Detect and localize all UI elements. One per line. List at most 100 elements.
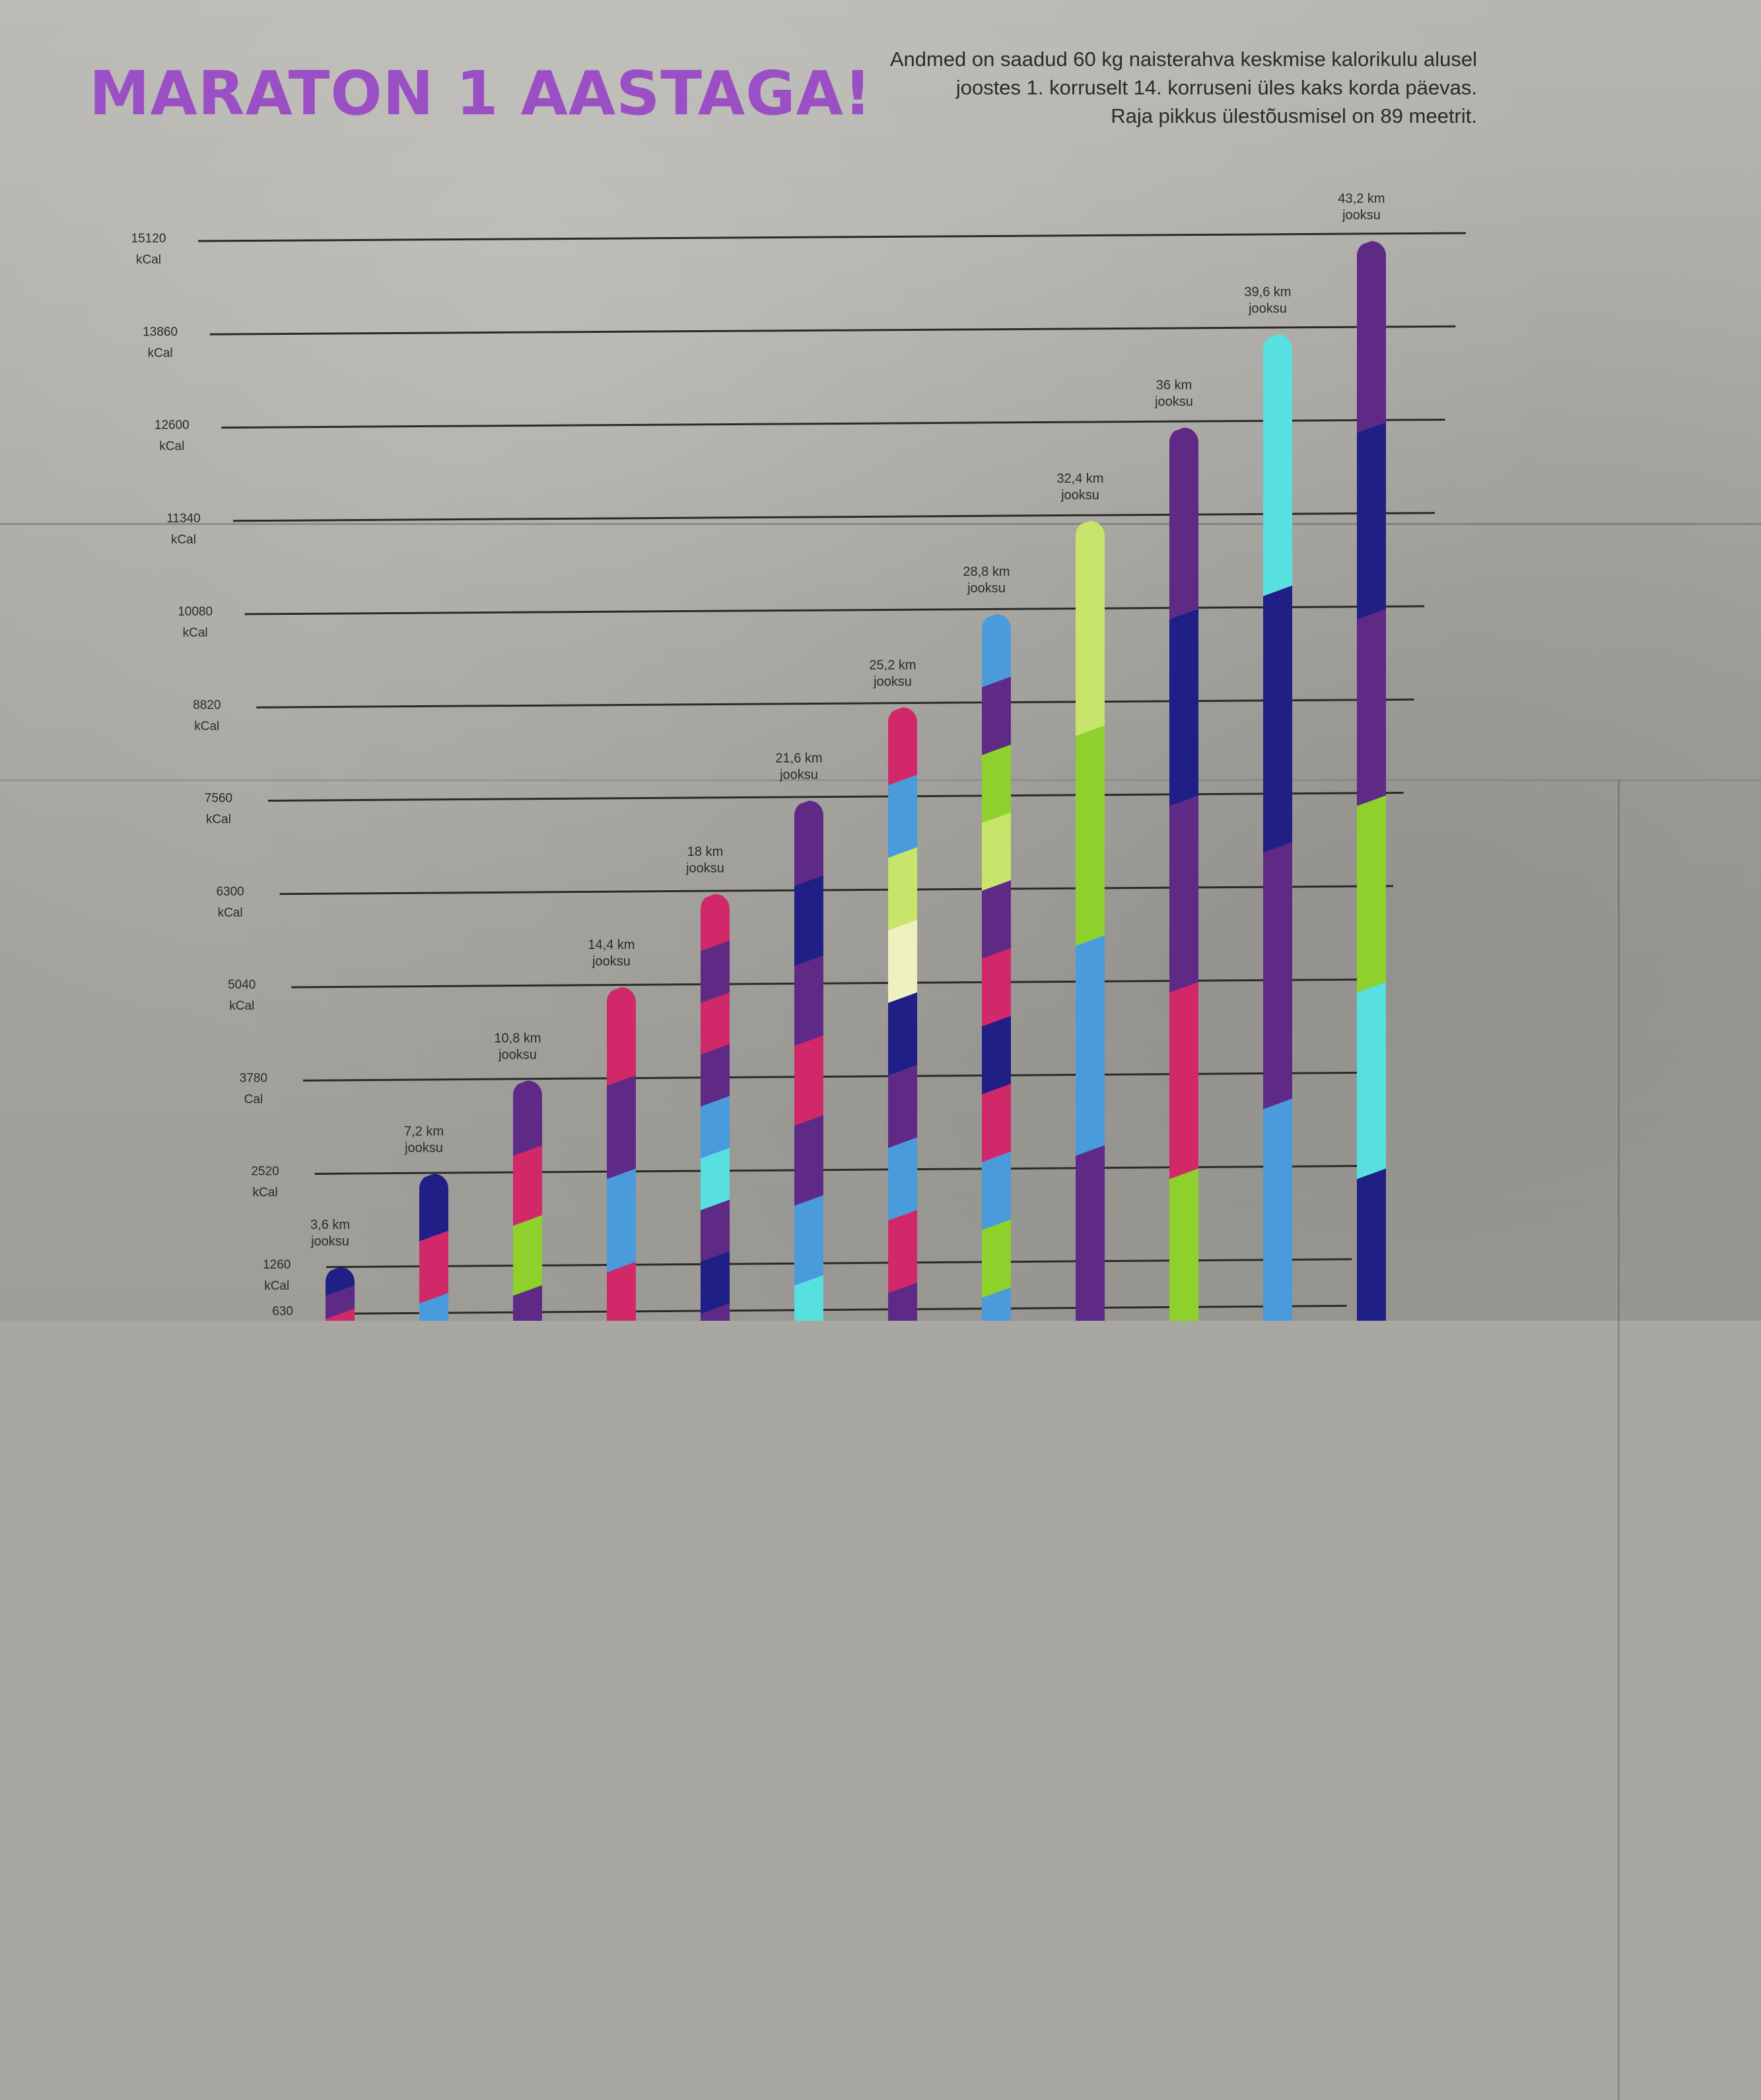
wall-seam-horizontal: [0, 523, 1761, 525]
y-tick-label: 11340: [166, 512, 200, 526]
bar-stripes: [794, 800, 823, 1321]
bar-stripe-green: [1169, 1168, 1198, 1321]
subtitle-line-1: Andmed on saadud 60 kg naisterahva keskm…: [889, 48, 1477, 71]
bar-stripes: [888, 707, 917, 1321]
bar-stripe-navy: [419, 1173, 448, 1255]
y-tick-unit: kCal: [194, 719, 219, 733]
bar: [794, 800, 823, 1321]
bar-stripe-purple: [607, 1075, 636, 1193]
gridline: [197, 232, 1467, 242]
bar-stripe-cream: [888, 919, 917, 1016]
bar: [1076, 520, 1105, 1321]
y-tick-unit: kCal: [206, 813, 231, 827]
bar-stripe-purple: [1169, 427, 1198, 633]
y-tick-unit: kCal: [159, 440, 184, 454]
bar-distance-label: 32,4 km: [1056, 472, 1103, 486]
bar-distance-sublabel: jooksu: [1060, 488, 1099, 503]
bar-stripe-pink: [607, 1261, 636, 1321]
bar-stripe-cyan: [1357, 982, 1386, 1193]
bar-stripe-lime: [982, 812, 1011, 904]
bar-stripe-purple: [513, 1080, 542, 1170]
bar-distance-label: 21,6 km: [775, 752, 822, 766]
bar-stripe-purple: [982, 676, 1011, 769]
bar-distance-sublabel: jooksu: [404, 1141, 443, 1156]
bar-stripe-green: [982, 744, 1011, 837]
bar-stripe-purple: [1263, 842, 1292, 1123]
bar-distance-sublabel: jooksu: [1342, 208, 1381, 223]
bar-distance-label: 14,4 km: [588, 938, 635, 952]
gridline: [279, 885, 1394, 895]
bar-stripe-purple: [513, 1285, 542, 1321]
bar-stripes: [607, 987, 636, 1321]
bar-stripe-green: [1076, 725, 1105, 960]
bar: [513, 1080, 542, 1321]
bar-stripe-purple: [982, 880, 1011, 972]
gridline: [232, 512, 1435, 522]
bar-stripe-navy: [794, 875, 823, 979]
bar: [419, 1173, 448, 1321]
bar-stripe-navy: [1263, 585, 1292, 866]
bar-stripe-cyan: [794, 1275, 823, 1321]
bar-distance-sublabel: jooksu: [1154, 395, 1193, 409]
bar-stripes: [419, 1173, 448, 1321]
y-tick-unit: kCal: [171, 533, 196, 547]
bar-stripe-lime: [888, 847, 917, 944]
bar-stripe-purple: [794, 800, 823, 899]
bar-stripes: [982, 614, 1011, 1321]
y-tick-unit: kCal: [253, 1186, 278, 1200]
y-tick-label: 1260: [263, 1258, 291, 1272]
gridline: [256, 698, 1414, 709]
bar-stripe-purple: [794, 1115, 823, 1219]
gridline: [314, 1165, 1363, 1175]
bar-stripe-pink: [888, 1210, 917, 1307]
bar-stripe-navy: [1169, 609, 1198, 820]
bar: [1357, 241, 1386, 1321]
bar-stripe-blue: [888, 1137, 917, 1234]
bar-stripes: [1169, 427, 1198, 1321]
y-tick-unit: kCal: [218, 906, 243, 920]
bar-stripe-green: [1357, 795, 1386, 1006]
gridline: [221, 419, 1445, 429]
y-tick-unit: Cal: [244, 1092, 263, 1106]
bar-distance-label: 3,6 km: [310, 1218, 350, 1232]
bar-stripes: [1357, 241, 1386, 1321]
y-tick-label: 3780: [240, 1071, 267, 1085]
bar-distance-sublabel: jooksu: [967, 581, 1006, 596]
bar-stripe-green: [982, 1219, 1011, 1312]
bar-stripe-navy: [888, 992, 917, 1089]
y-tick-label: 7560: [205, 792, 232, 806]
bar-stripe-blue: [794, 1195, 823, 1299]
y-tick-unit: kCal: [229, 999, 254, 1013]
bar-stripe-blue: [419, 1292, 448, 1321]
bar-stripe-pink: [419, 1230, 448, 1317]
bar-stripe-navy: [982, 1016, 1011, 1108]
bar-stripe-cyan: [1263, 334, 1292, 610]
gridline: [291, 978, 1383, 989]
bar-stripe-navy: [1357, 422, 1386, 633]
bar-distance-sublabel: jooksu: [310, 1234, 349, 1249]
bar: [607, 987, 636, 1321]
gridline: [244, 605, 1425, 615]
bar-distance-label: 36 km: [1156, 378, 1192, 393]
bar-stripe-blue: [888, 775, 917, 871]
y-tick-label: 5040: [228, 978, 256, 992]
bar-stripe-purple: [888, 1282, 917, 1321]
bar-stripe-navy: [1357, 1168, 1386, 1321]
concrete-wall-background: [0, 0, 1761, 1321]
bar-distance-label: 28,8 km: [963, 565, 1010, 579]
gridline: [209, 325, 1456, 335]
bar-distance-sublabel: jooksu: [685, 861, 724, 876]
gridline: [302, 1071, 1373, 1082]
bar-stripe-pink: [326, 1308, 355, 1321]
bar: [888, 707, 917, 1321]
bar-stripe-blue: [982, 1287, 1011, 1321]
bar-stripe-purple: [1357, 609, 1386, 820]
gridline: [267, 792, 1404, 802]
bar-stripe-blue: [982, 614, 1011, 701]
bar-stripe-pink: [982, 948, 1011, 1040]
bar-stripe-pink: [794, 1035, 823, 1139]
bar-distance-sublabel: jooksu: [873, 674, 912, 689]
bar-stripe-pink: [982, 1084, 1011, 1175]
bar-distance-label: 18 km: [687, 845, 723, 859]
bar-stripe-pink: [888, 707, 917, 799]
